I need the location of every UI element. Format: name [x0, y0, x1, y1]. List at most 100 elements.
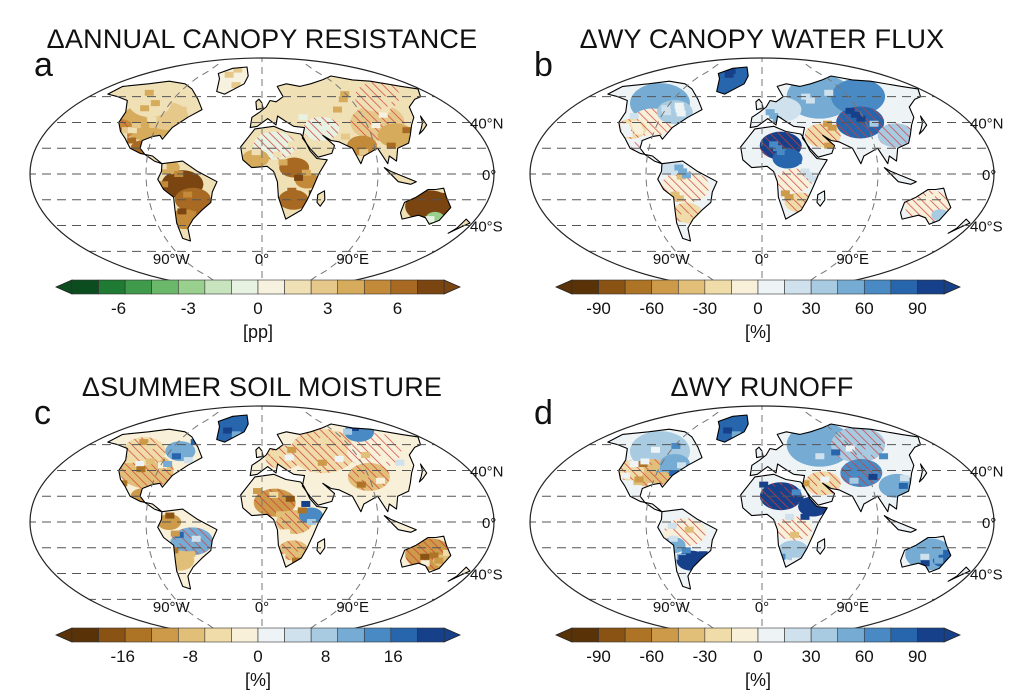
landmass-indonesia	[384, 515, 417, 533]
colorbar-segment	[390, 279, 418, 295]
grid-cell	[670, 191, 680, 198]
grid-cell	[620, 123, 630, 130]
grid-cell	[677, 462, 687, 469]
map: 40°N 0° 40°S 90°W 0° 90°E	[29, 57, 504, 291]
colorbar-arrow-max	[443, 627, 461, 643]
grid-cell	[359, 149, 369, 156]
grid-cell	[681, 172, 691, 179]
grid-cell	[785, 513, 795, 520]
colorbar-arrow-min	[555, 279, 573, 295]
colorbar-segment	[417, 627, 445, 643]
colorbar-segment	[651, 627, 679, 643]
grid-cell	[378, 111, 388, 118]
grid-cell	[171, 453, 181, 460]
grid-cell	[287, 446, 297, 453]
coastline-greenland	[216, 414, 249, 443]
coastline-greenland	[716, 66, 749, 95]
map: 40°N 0° 40°S 90°W 0° 90°E	[29, 405, 504, 639]
colorbar: -90 -60 -30 0 30 60 90 [%]	[555, 279, 961, 342]
landmass-uk	[755, 447, 764, 458]
grid-cell	[340, 133, 350, 140]
colorbar-segment	[837, 279, 865, 295]
grid-cell	[851, 111, 861, 118]
coastline-australia	[399, 187, 452, 225]
panel-c: c ΔSUMMER SOIL MOISTURE 40°N 0° 40°S 90°W 0°…	[12, 348, 512, 690]
grid-cell	[338, 96, 348, 103]
colorbar-tick-label: 60	[855, 299, 874, 318]
colorbar-segment	[390, 627, 418, 643]
coastline-japan	[918, 463, 928, 483]
lat-label-north: 40°N	[970, 463, 1004, 480]
grid-cell	[655, 466, 665, 473]
grid-cell	[827, 124, 837, 131]
grid-cell	[698, 551, 708, 558]
grid-cell	[663, 530, 673, 537]
grid-cell	[623, 131, 633, 138]
grid-cell	[621, 127, 631, 134]
grid-cell	[144, 89, 154, 96]
grid-cell	[293, 100, 303, 107]
panel-letter: c	[34, 394, 51, 432]
colorbar-segment	[863, 627, 892, 643]
grid-cell	[409, 208, 419, 215]
grid-cell	[669, 470, 679, 477]
grid-cell	[845, 107, 855, 114]
landmass-uk	[255, 99, 264, 110]
longitude-line	[645, 406, 719, 638]
grid-cell	[340, 91, 350, 98]
grid-cell	[297, 549, 307, 556]
grid-cell	[273, 151, 283, 158]
colorbar-tick-label: 0	[253, 299, 262, 318]
colorbar-segment	[310, 627, 339, 643]
grid-cell	[159, 181, 169, 188]
grid-cell	[284, 454, 294, 461]
grid-cell	[676, 173, 686, 180]
landmass-uk	[755, 99, 764, 110]
coastline-greenland	[716, 414, 749, 443]
colorbar-segment	[177, 627, 206, 643]
grid-cell	[139, 439, 149, 446]
hatch-patch	[303, 116, 340, 141]
panel-b: b ΔWY CANOPY WATER FLUX 40°N 0° 40°S 90°W 0°…	[512, 0, 1012, 342]
landmass-indonesia	[384, 167, 417, 185]
grid-cell	[287, 187, 297, 194]
grid-cell	[634, 128, 644, 135]
colorbar-segment	[704, 279, 732, 295]
coastline-nz	[947, 218, 971, 234]
coastline-africa	[740, 473, 828, 568]
grid-cell	[620, 472, 630, 479]
grid-cell	[425, 216, 435, 223]
grid-cell	[381, 106, 391, 113]
coastline-africa	[240, 125, 328, 220]
hatch-patch	[840, 459, 883, 488]
grid-cell	[297, 507, 307, 514]
grid-cell	[800, 513, 810, 520]
coastline-madagascar	[316, 190, 326, 207]
lat-label-north: 40°N	[970, 115, 1004, 132]
grid-cell	[147, 116, 157, 123]
colorbar-tick-label: 30	[802, 299, 821, 318]
grid-cell	[361, 451, 371, 458]
lon-label-west: 90°W	[653, 599, 691, 616]
grid-cell	[386, 142, 396, 149]
map: 40°N 0° 40°S 90°W 0° 90°E	[529, 57, 1004, 291]
lon-label-east: 90°E	[836, 599, 869, 616]
grid-cell	[634, 476, 644, 483]
grid-cell	[163, 461, 173, 467]
panel-d: d ΔWY RUNOFF 40°N 0° 40°S 90°W 0° 90°E -90 -60…	[512, 348, 1012, 690]
grid-cell	[231, 82, 241, 89]
colorbar-tick-label: -30	[693, 647, 718, 666]
grid-cell	[849, 477, 859, 484]
coastline-madagascar	[816, 190, 826, 207]
colorbar-segment	[363, 627, 392, 643]
coastline-na	[107, 428, 203, 513]
grid-cell	[319, 437, 329, 444]
grid-cell	[127, 137, 137, 144]
colorbar-arrow-min	[555, 627, 573, 643]
grid-cell	[149, 122, 159, 129]
grid-cell	[790, 531, 800, 538]
grid-cell	[662, 439, 672, 446]
hatch-patch	[759, 482, 802, 511]
grid-cell	[685, 217, 695, 224]
grid-cell	[851, 470, 861, 477]
